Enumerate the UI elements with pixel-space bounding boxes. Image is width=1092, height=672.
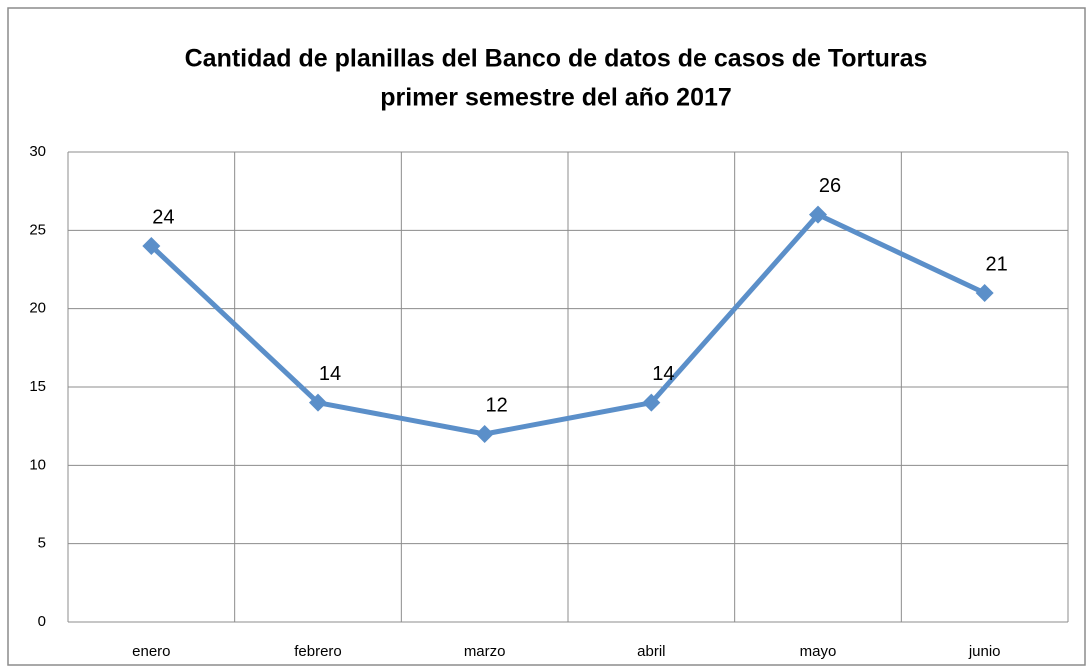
data-marker	[142, 237, 161, 255]
data-label: 24	[152, 206, 174, 228]
x-tick-label: mayo	[800, 643, 837, 660]
x-tick-label: marzo	[464, 643, 506, 660]
x-tick-label: junio	[968, 643, 1001, 660]
chart-title: Cantidad de planillas del Banco de datos…	[185, 45, 928, 73]
x-tick-label: enero	[132, 643, 170, 660]
data-label: 21	[986, 253, 1008, 275]
y-tick-label: 30	[29, 143, 46, 160]
data-label: 26	[819, 175, 841, 197]
data-marker	[809, 205, 827, 224]
y-tick-label: 0	[38, 613, 46, 630]
data-label: 14	[652, 363, 674, 385]
chart-border	[7, 7, 1086, 666]
data-marker	[642, 393, 661, 412]
data-marker	[475, 425, 494, 443]
data-label: 12	[486, 394, 508, 416]
y-tick-label: 20	[29, 300, 46, 317]
y-tick-label: 15	[29, 378, 46, 395]
y-tick-label: 25	[29, 221, 46, 238]
data-marker	[975, 284, 994, 302]
chart-title: primer semestre del año 2017	[380, 84, 732, 112]
data-label: 14	[319, 363, 341, 385]
y-tick-label: 5	[38, 535, 46, 552]
data-line	[149, 212, 986, 437]
y-tick-label: 10	[29, 456, 46, 473]
x-tick-label: febrero	[294, 643, 342, 660]
data-marker	[309, 393, 327, 412]
x-tick-label: abril	[637, 643, 665, 660]
